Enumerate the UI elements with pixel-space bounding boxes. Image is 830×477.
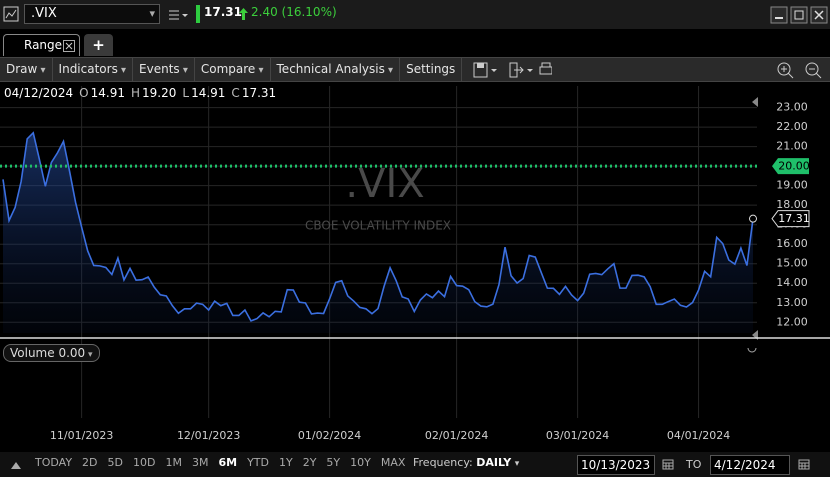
calendar-icon[interactable]	[798, 458, 810, 470]
reference-label: 20.00	[778, 160, 810, 173]
y-tick-label: 21.00	[776, 140, 808, 153]
x-tick-label: 04/01/2024	[667, 429, 730, 442]
last-price-tag	[771, 210, 810, 228]
frequency-value: DAILY	[476, 456, 512, 469]
menu-item[interactable]: Indicators	[53, 57, 134, 82]
ohlc-key: C	[231, 86, 240, 100]
menu-item[interactable]: Compare	[195, 57, 271, 82]
watermark-symbol: .VIX	[345, 161, 424, 207]
x-tick-label: 11/01/2023	[50, 429, 113, 442]
to-date[interactable]: 4/12/2024	[710, 455, 790, 475]
reference-tag	[772, 158, 809, 175]
range-button[interactable]: 5Y	[326, 456, 341, 469]
y-tick-label: 23.00	[776, 101, 808, 114]
y-tick-label: 22.00	[776, 120, 808, 133]
tab-row: Range +	[0, 29, 830, 57]
y-tick-label: 16.00	[776, 237, 808, 250]
tab-close[interactable]	[63, 40, 75, 52]
y-tick-label: 13.00	[776, 296, 808, 309]
ohlc-bar: 04/12/2024 O 14.91 H 19.20 L 14.91 C 17.31	[4, 86, 276, 100]
title-bar: .VIX 17.31 2.40 (16.10%)	[0, 0, 830, 29]
range-button[interactable]: 2Y	[302, 456, 317, 469]
up-arrow	[239, 8, 248, 20]
y-tick-label: 14.00	[776, 276, 808, 289]
y-tick-label: 19.00	[776, 179, 808, 192]
last-price: 17.31	[204, 5, 242, 19]
symbol-input[interactable]: .VIX	[24, 4, 160, 24]
frequency[interactable]: Frequency: DAILY ▾	[413, 456, 520, 469]
chart: .VIX CBOE VOLATILITY INDEX 12.00 13.00 14.…	[0, 86, 830, 442]
watermark-name: CBOE VOLATILITY INDEX	[305, 219, 451, 233]
ohlc-key: L	[182, 86, 190, 100]
range-button[interactable]: 6M	[218, 456, 238, 469]
range-button[interactable]: 5D	[107, 456, 123, 469]
menu: DrawIndicatorsEventsCompareTechnical Ana…	[0, 57, 463, 82]
to-label: TO	[686, 458, 702, 471]
x-tick-label: 02/01/2024	[425, 429, 488, 442]
pane-handle	[747, 347, 757, 353]
last-price-label: 17.31	[778, 212, 810, 225]
range-button[interactable]: 2D	[82, 456, 98, 469]
area	[3, 132, 753, 333]
line	[2, 131, 754, 322]
y-tick-label: 15.00	[776, 257, 808, 270]
ohlc-value: 14.91	[90, 86, 125, 100]
price-change: 2.40 (16.10%)	[251, 5, 337, 19]
ohlc-key: O	[79, 86, 89, 100]
new-tab[interactable]: +	[84, 34, 113, 56]
last-point	[749, 214, 757, 223]
range-button[interactable]: 10D	[132, 456, 156, 469]
tab[interactable]: Range	[3, 34, 80, 56]
volume-label: Volume	[10, 346, 55, 360]
range-button[interactable]: 10Y	[350, 456, 371, 469]
range-button[interactable]: 1Y	[278, 456, 293, 469]
ohlc-date: 04/12/2024	[4, 86, 74, 100]
y-tick-label: 12.00	[776, 315, 808, 328]
menu-item[interactable]: Settings	[400, 57, 463, 82]
price-flag	[196, 5, 200, 23]
zoom-controls[interactable]	[774, 59, 830, 81]
calendar-icon[interactable]	[662, 458, 674, 470]
volume-study[interactable]: Volume 0.00	[3, 344, 100, 362]
x-tick-label: 12/01/2023	[177, 429, 240, 442]
ohlc-value: 19.20	[142, 86, 177, 100]
range-button[interactable]: YTD	[247, 456, 269, 469]
from-date[interactable]: 10/13/2023	[577, 455, 655, 475]
volume-value: 0.00	[58, 346, 86, 360]
tab-label: Range	[24, 38, 63, 52]
range-button[interactable]: MAX	[380, 456, 406, 469]
ohlc-value: 14.91	[191, 86, 226, 100]
window-controls[interactable]	[770, 6, 828, 24]
list-menu[interactable]	[168, 8, 190, 22]
range-button[interactable]: 1M	[165, 456, 182, 469]
menu-item[interactable]: Events	[133, 57, 195, 82]
scroll-up[interactable]	[752, 97, 758, 107]
range-button[interactable]: 3M	[191, 456, 209, 469]
ohlc-value: 17.31	[241, 86, 277, 100]
x-tick-label: 03/01/2024	[546, 429, 609, 442]
footer: TODAY 2D 5D 10D 1M 3M 6M YTD 1Y 2Y 5Y 10Y MAX Freque…	[0, 452, 830, 477]
range-button[interactable]: TODAY	[35, 456, 73, 469]
frequency-label: Frequency:	[413, 456, 473, 469]
app-icon	[3, 6, 19, 22]
y-tick-label: 18.00	[776, 198, 808, 211]
menu-item[interactable]: Technical Analysis	[271, 57, 401, 82]
toolbar-icons[interactable]	[462, 59, 553, 81]
toolbar: DrawIndicatorsEventsCompareTechnical Ana…	[0, 57, 830, 82]
range-buttons: TODAY 2D 5D 10D 1M 3M 6M YTD 1Y 2Y 5Y 10Y MAX	[35, 456, 405, 469]
x-tick-label: 01/02/2024	[298, 429, 361, 442]
collapse-toggle[interactable]	[10, 460, 22, 470]
ohlc-key: H	[130, 86, 141, 100]
menu-item[interactable]: Draw	[0, 57, 53, 82]
